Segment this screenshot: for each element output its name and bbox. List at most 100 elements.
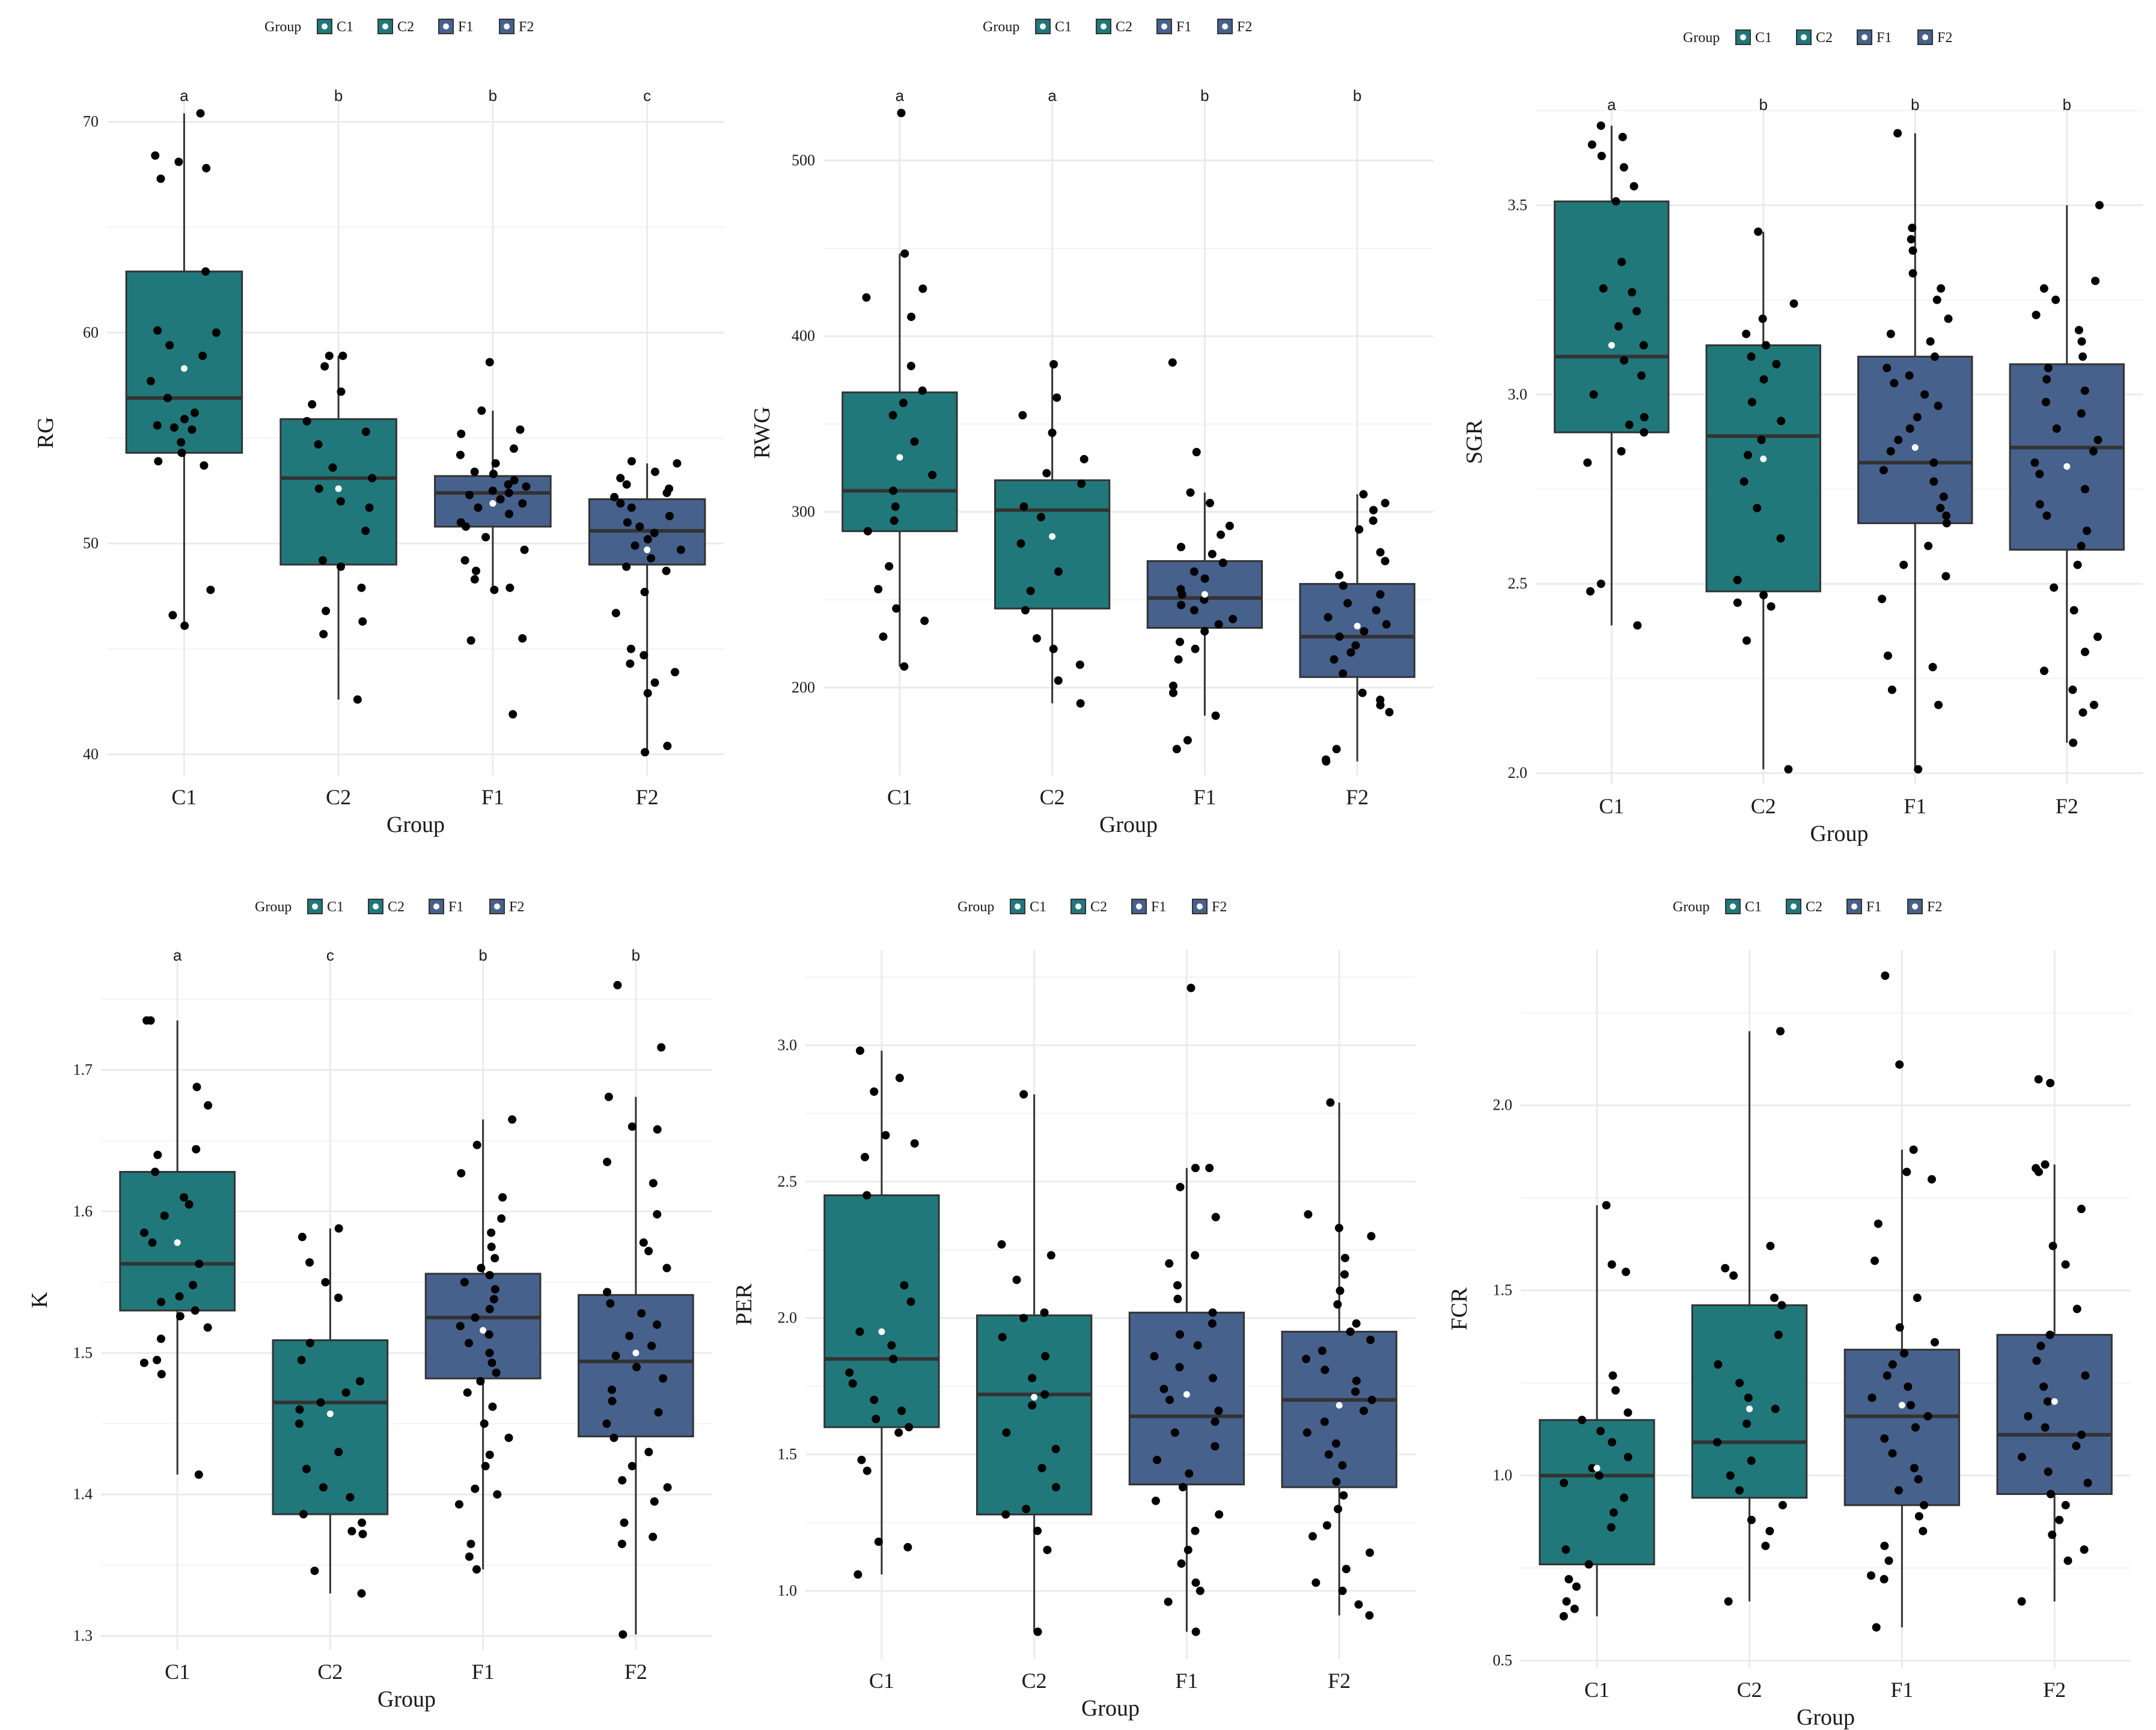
data-point xyxy=(310,1566,319,1576)
data-point xyxy=(490,1285,499,1294)
points-f1 xyxy=(1866,971,1939,1632)
data-point xyxy=(997,1240,1006,1249)
data-point xyxy=(504,488,513,497)
significance-letter: b xyxy=(2063,96,2071,114)
data-point xyxy=(1929,458,1938,467)
data-point xyxy=(1880,1575,1889,1584)
data-point xyxy=(1208,1319,1217,1328)
data-point xyxy=(487,1242,496,1252)
data-point xyxy=(2036,1342,2045,1351)
x-tick-label: F1 xyxy=(481,785,504,809)
significance-letter: b xyxy=(489,87,497,105)
data-point xyxy=(151,151,160,160)
data-point xyxy=(1174,655,1183,664)
data-point xyxy=(314,440,323,449)
data-point xyxy=(2077,542,2086,551)
data-point xyxy=(1637,371,1646,380)
data-point xyxy=(644,1247,653,1256)
y-tick-label: 2.0 xyxy=(1493,1096,1513,1114)
data-point xyxy=(608,1396,617,1405)
data-point xyxy=(295,1405,304,1414)
data-point xyxy=(1880,1434,1889,1443)
data-point xyxy=(153,421,162,430)
data-point xyxy=(1177,1559,1186,1568)
data-point xyxy=(1620,356,1629,365)
x-tick-label: F2 xyxy=(625,1660,647,1684)
points-f2 xyxy=(602,980,672,1639)
legend-label: F1 xyxy=(458,19,473,35)
data-point xyxy=(153,326,162,335)
legend-title: Group xyxy=(983,19,1019,35)
data-point xyxy=(2082,527,2091,536)
legend-point xyxy=(1740,34,1746,40)
legend-swatch xyxy=(1796,29,1812,45)
data-point xyxy=(1617,447,1626,456)
legend-label: F1 xyxy=(1176,19,1191,35)
box-body xyxy=(1281,1330,1397,1488)
data-point xyxy=(2046,1078,2055,1087)
data-point xyxy=(899,399,908,408)
legend-point xyxy=(373,903,379,909)
legend-label: F1 xyxy=(1151,899,1166,915)
data-point xyxy=(1919,1500,1928,1509)
data-point xyxy=(626,659,635,668)
box-body xyxy=(1996,1334,2113,1495)
data-point xyxy=(1619,163,1628,172)
data-point xyxy=(319,629,328,638)
data-point xyxy=(505,583,515,592)
data-point xyxy=(321,1278,330,1287)
box-body xyxy=(1299,582,1415,678)
data-point xyxy=(1867,1393,1877,1402)
data-point xyxy=(509,444,518,453)
data-point xyxy=(305,1258,314,1267)
data-point xyxy=(1724,1597,1733,1606)
x-tick-label: F2 xyxy=(2043,1678,2066,1702)
data-point xyxy=(1185,1469,1194,1478)
data-point xyxy=(1888,1360,1897,1369)
data-point xyxy=(151,1167,160,1176)
legend-key-f2 xyxy=(499,19,515,34)
points-c2 xyxy=(997,1090,1060,1636)
data-point xyxy=(1774,1330,1783,1339)
data-point xyxy=(1924,542,1933,551)
data-point xyxy=(1330,655,1339,664)
points-c2 xyxy=(295,1224,367,1598)
data-point xyxy=(879,632,888,641)
data-point xyxy=(1382,620,1391,629)
data-point xyxy=(1376,590,1385,599)
mean-point xyxy=(174,1239,181,1246)
data-point xyxy=(1895,1323,1904,1332)
data-point xyxy=(1617,257,1626,266)
data-point xyxy=(1753,504,1762,513)
data-point xyxy=(894,1428,903,1437)
mean-point xyxy=(644,546,651,554)
data-point xyxy=(1926,337,1935,346)
data-point xyxy=(1905,371,1914,380)
legend-swatch xyxy=(1917,29,1933,45)
y-tick-label: 50 xyxy=(83,534,99,552)
data-point xyxy=(1565,1575,1574,1584)
data-point xyxy=(1742,1419,1751,1428)
data-point xyxy=(457,429,466,438)
data-point xyxy=(895,1074,904,1083)
data-point xyxy=(918,386,927,395)
data-point xyxy=(1211,711,1220,720)
points-f2 xyxy=(1301,1098,1376,1620)
data-point xyxy=(518,634,527,643)
data-point xyxy=(1559,1612,1568,1621)
data-point xyxy=(632,1363,641,1372)
data-point xyxy=(616,474,625,483)
data-point xyxy=(1360,627,1369,636)
data-point xyxy=(1200,574,1209,583)
legend-label: C2 xyxy=(397,19,414,35)
data-point xyxy=(1200,595,1209,604)
data-point xyxy=(474,503,483,512)
data-point xyxy=(1914,1512,1923,1521)
data-point xyxy=(189,1280,198,1289)
legend-swatch xyxy=(1035,19,1051,34)
data-point xyxy=(616,499,625,508)
box-c2 xyxy=(976,1094,1093,1632)
data-point xyxy=(1320,1417,1329,1426)
data-point xyxy=(657,1043,666,1052)
data-point xyxy=(1944,314,1953,323)
